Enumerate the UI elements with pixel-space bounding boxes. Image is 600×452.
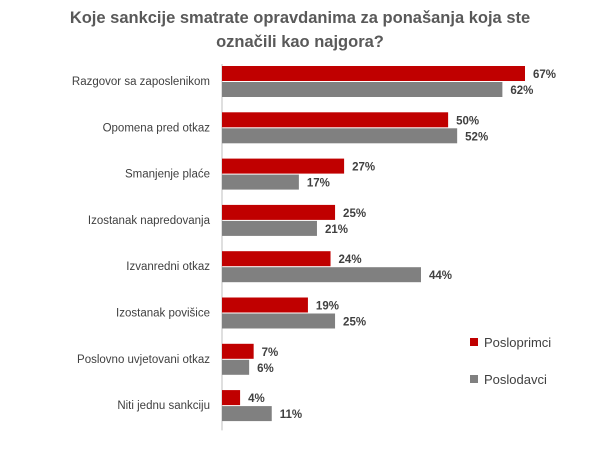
legend-label: Posloprimci <box>484 335 551 350</box>
data-label-poslodavci: 62% <box>510 85 533 97</box>
bar-posloprimci <box>222 343 254 359</box>
bar-posloprimci <box>222 204 336 220</box>
data-label-posloprimci: 67% <box>533 69 556 81</box>
bar-posloprimci <box>222 66 525 81</box>
category-label: Smanjenje plaće <box>125 169 210 181</box>
category-label: Niti jednu sankciju <box>117 400 210 412</box>
data-label-poslodavci: 44% <box>429 270 452 282</box>
bar-poslodavci <box>222 220 317 236</box>
data-label-posloprimci: 50% <box>456 115 479 127</box>
legend-label: Poslodavci <box>484 372 547 387</box>
bar-poslodavci <box>222 267 421 283</box>
data-label-poslodavci: 21% <box>325 224 348 236</box>
chart-title-line-2: označili kao najgora? <box>216 33 384 51</box>
bar-poslodavci <box>222 359 250 375</box>
data-label-posloprimci: 25% <box>343 208 366 220</box>
bar-posloprimci <box>222 390 241 406</box>
category-label: Opomena pred otkaz <box>103 122 211 134</box>
data-label-posloprimci: 27% <box>352 162 375 174</box>
data-label-posloprimci: 19% <box>316 301 339 313</box>
data-label-posloprimci: 4% <box>248 393 265 405</box>
category-label: Razgovor sa zaposlenikom <box>72 76 210 88</box>
bar-posloprimci <box>222 158 345 174</box>
data-label-poslodavci: 25% <box>343 317 366 329</box>
data-label-posloprimci: 7% <box>262 347 279 359</box>
data-label-poslodavci: 6% <box>257 363 274 375</box>
data-label-poslodavci: 52% <box>465 131 488 143</box>
bar-posloprimci <box>222 251 331 267</box>
chart-title-line-1: Koje sankcije smatrate opravdanima za po… <box>69 9 531 27</box>
bar-poslodavci <box>222 406 272 422</box>
bar-posloprimci <box>222 297 308 313</box>
legend-swatch <box>470 375 478 383</box>
bar-posloprimci <box>222 112 449 128</box>
chart-title: Koje sankcije smatrate opravdanima za po… <box>0 6 600 54</box>
data-label-posloprimci: 24% <box>339 254 362 266</box>
category-label: Izvanredni otkaz <box>126 261 210 273</box>
category-label: Poslovno uvjetovani otkaz <box>77 354 210 366</box>
bar-poslodavci <box>222 313 336 329</box>
data-label-poslodavci: 11% <box>280 409 302 421</box>
bar-poslodavci <box>222 128 458 144</box>
data-label-poslodavci: 17% <box>307 178 330 190</box>
bar-poslodavci <box>222 82 503 97</box>
bar-poslodavci <box>222 174 299 190</box>
legend-swatch <box>470 338 478 346</box>
category-label: Izostanak povišice <box>116 308 210 320</box>
category-label: Izostanak napredovanja <box>88 215 211 227</box>
